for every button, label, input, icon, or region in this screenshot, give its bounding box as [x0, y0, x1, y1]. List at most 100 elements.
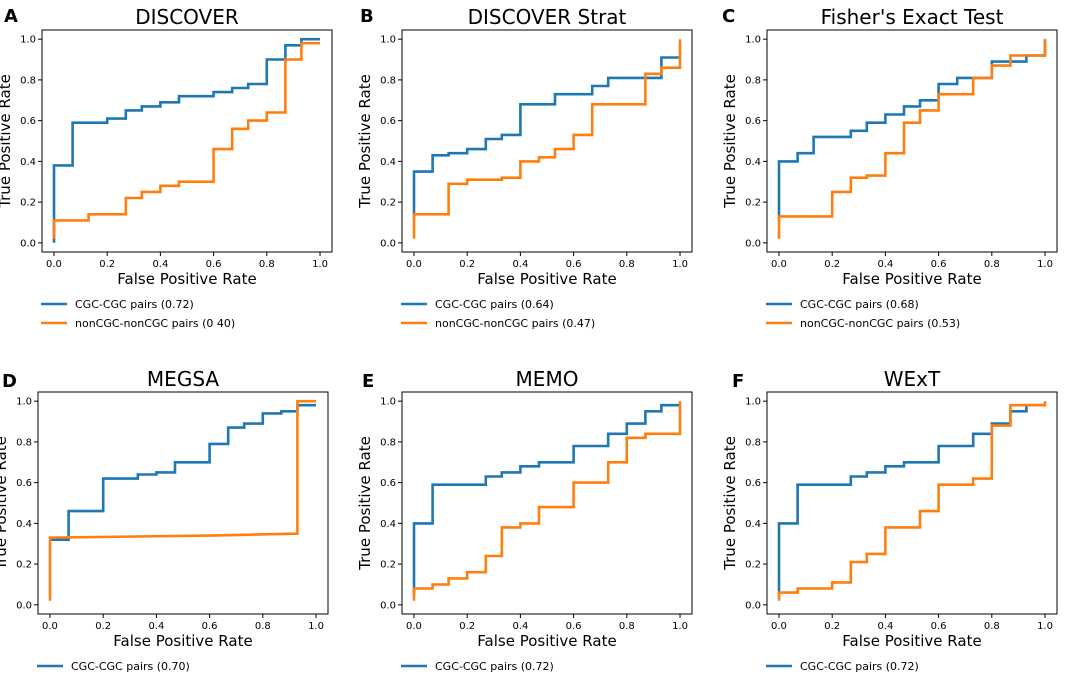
chart-title: MEGSA: [147, 367, 219, 391]
legend-label: CGC-CGC pairs (0.72): [800, 660, 919, 673]
x-tick-label: 0.2: [99, 259, 115, 270]
chart-title: Fisher's Exact Test: [821, 5, 1004, 29]
y-tick-label: 0.4: [380, 157, 396, 168]
y-tick-label: 0.2: [380, 198, 396, 209]
roc-line-series-1: [777, 403, 1045, 595]
y-tick-label: 0.2: [20, 198, 36, 209]
x-axis-label: False Positive Rate: [842, 270, 981, 288]
x-tick-label: 1.0: [312, 259, 328, 270]
x-tick-label: 0.4: [877, 259, 893, 270]
y-tick-label: 0.8: [20, 75, 36, 86]
y-tick-label: 0.4: [745, 519, 761, 530]
x-tick-label: 0.0: [771, 621, 787, 632]
roc-line-series-2: [777, 39, 1047, 239]
y-tick-label: 0.4: [380, 519, 396, 530]
x-tick-label: 0.0: [46, 259, 62, 270]
roc-line-series-2: [412, 39, 682, 239]
legend-label: CGC-CGC pairs (0.64): [435, 298, 554, 311]
x-tick-label: 0.6: [566, 259, 582, 270]
x-tick-label: 0.2: [95, 621, 111, 632]
roc-line-series-2: [52, 41, 320, 239]
panel-letter: D: [2, 371, 17, 392]
roc-line-series-2: [777, 401, 1047, 601]
y-tick-label: 0.6: [745, 478, 761, 489]
y-tick-label: 0.0: [380, 238, 396, 249]
x-tick-label: 0.8: [255, 621, 271, 632]
x-tick-label: 1.0: [672, 621, 688, 632]
x-tick-label: 0.4: [512, 621, 528, 632]
y-tick-label: 1.0: [745, 397, 761, 408]
chart-panel-e: E MEMO 0.0 0.2 0.4 0.6 0.8 1.0 0.0 0.2 0.4 0.6 0.8 1.…: [356, 367, 693, 673]
y-tick-label: 0.4: [16, 519, 32, 530]
legend-label: CGC-CGC pairs (0.70): [71, 660, 190, 673]
axes-frame: [37, 391, 329, 615]
x-tick-label: 0.6: [931, 259, 947, 270]
chart-title: MEMO: [516, 367, 579, 391]
x-tick-label: 0.2: [824, 259, 840, 270]
x-axis-label: False Positive Rate: [477, 632, 616, 650]
x-tick-label: 0.6: [931, 621, 947, 632]
x-tick-label: 0.0: [42, 621, 58, 632]
roc-line-series-1: [50, 403, 316, 542]
chart-title: DISCOVER Strat: [468, 5, 627, 29]
y-tick-label: 0.0: [745, 238, 761, 249]
chart-panel-b: B DISCOVER Strat 0.0 0.2 0.4 0.6 0.8 1.0 0.0 0.2 0…: [356, 5, 693, 330]
x-tick-label: 1.0: [672, 259, 688, 270]
y-tick-label: 0.8: [380, 75, 396, 86]
y-tick-label: 0.8: [16, 437, 32, 448]
x-tick-label: 0.4: [512, 259, 528, 270]
y-tick-label: 0.8: [745, 75, 761, 86]
y-tick-label: 0.6: [380, 478, 396, 489]
x-tick-label: 0.2: [459, 621, 475, 632]
chart-panel-a: A DISCOVER 0.0 0.2 0.4 0.6 0.8 1.0 0.0 0.2 0.4 0.6 0…: [0, 5, 333, 330]
x-tick-label: 0.8: [259, 259, 275, 270]
y-tick-label: 0.4: [20, 157, 36, 168]
x-tick-label: 0.0: [406, 621, 422, 632]
x-axis-label: False Positive Rate: [477, 270, 616, 288]
y-tick-label: 0.0: [745, 600, 761, 611]
legend-label: CGC-CGC pairs (0.68): [800, 298, 919, 311]
y-axis-label: True Positive Rate: [356, 74, 374, 209]
chart-panel-c: C Fisher's Exact Test 0.0 0.2 0.4 0.6 0.8 1.0 0.…: [721, 5, 1058, 330]
chart-title: WExT: [884, 367, 941, 391]
x-tick-label: 0.4: [152, 259, 168, 270]
y-axis-label: True Positive Rate: [356, 436, 374, 571]
y-axis-label: True Positive Rate: [721, 74, 739, 209]
y-tick-label: 0.6: [20, 116, 36, 127]
x-axis-label: False Positive Rate: [842, 632, 981, 650]
panel-letter: A: [4, 6, 18, 27]
x-tick-label: 0.4: [877, 621, 893, 632]
y-tick-label: 0.2: [745, 198, 761, 209]
x-tick-label: 0.0: [771, 259, 787, 270]
x-tick-label: 0.2: [824, 621, 840, 632]
y-axis-label: True Positive Rate: [0, 436, 10, 571]
x-tick-label: 0.2: [459, 259, 475, 270]
roc-line-series-2: [48, 399, 316, 601]
x-tick-label: 0.6: [206, 259, 222, 270]
legend-label: CGC-CGC pairs (0.72): [75, 298, 194, 311]
x-tick-label: 0.6: [202, 621, 218, 632]
x-tick-label: 1.0: [308, 621, 324, 632]
x-tick-label: 0.8: [984, 259, 1000, 270]
y-tick-label: 0.8: [380, 437, 396, 448]
x-tick-label: 0.8: [619, 621, 635, 632]
y-tick-label: 0.6: [745, 116, 761, 127]
y-tick-label: 1.0: [745, 35, 761, 46]
roc-line-series-2: [412, 401, 682, 601]
legend-label: CGC-CGC pairs (0.72): [435, 660, 554, 673]
y-tick-label: 1.0: [380, 35, 396, 46]
roc-line-series-1: [412, 56, 680, 215]
y-tick-label: 0.6: [16, 478, 32, 489]
chart-panel-d: D MEGSA 0.0 0.2 0.4 0.6 0.8 1.0 0.0 0.2 0.4 0.6 0.8 1…: [0, 367, 329, 673]
x-tick-label: 0.6: [566, 621, 582, 632]
panel-letter: F: [732, 371, 744, 392]
y-tick-label: 0.2: [16, 560, 32, 571]
legend-label: nonCGC-nonCGC pairs (0.53): [800, 317, 960, 330]
y-tick-label: 1.0: [380, 397, 396, 408]
y-tick-label: 0.2: [745, 560, 761, 571]
axes-frame: [766, 29, 1058, 253]
axes-frame: [401, 29, 693, 253]
axes-frame: [401, 391, 693, 615]
x-tick-label: 0.8: [619, 259, 635, 270]
axes-frame: [766, 391, 1058, 615]
